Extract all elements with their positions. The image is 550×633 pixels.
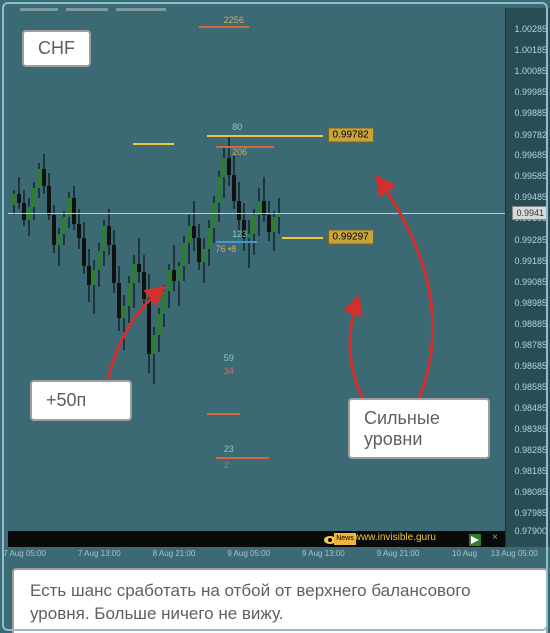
callout-box: Сильные уровни — [348, 398, 490, 459]
y-tick: 0.98385 — [514, 424, 547, 434]
indicator-label: 123 — [232, 229, 247, 239]
y-tick: 0.99585 — [514, 171, 547, 181]
range-strip — [116, 8, 166, 11]
x-tick: 9 Aug 21:00 — [377, 549, 420, 558]
indicator-label: 2 — [224, 460, 229, 470]
indicator-label: 76 •8 — [216, 244, 237, 254]
level-line — [207, 135, 323, 137]
level-line — [8, 213, 506, 214]
chart-footer-bar: News www.invisible.guru × — [8, 531, 506, 547]
chart-plot-area: 22568020612376 •85934232 0.997820.99297 … — [8, 8, 506, 547]
x-tick: 7 Aug 13:00 — [78, 549, 121, 558]
x-tick: 9 Aug 13:00 — [302, 549, 345, 558]
indicator-label: 2256 — [224, 15, 244, 25]
y-tick: 1.00285 — [514, 24, 547, 34]
y-tick: 0.98185 — [514, 466, 547, 476]
caption-box: Есть шанс сработать на отбой от верхнего… — [12, 568, 548, 633]
level-line — [199, 26, 249, 28]
flag-icon — [469, 533, 481, 545]
level-line — [207, 413, 240, 415]
y-tick: 0.97985 — [514, 508, 547, 518]
y-tick: 0.99685 — [514, 150, 547, 160]
x-tick: 8 Aug 21:00 — [153, 549, 196, 558]
news-badge: News — [334, 533, 356, 545]
y-tick: 0.98085 — [514, 487, 547, 497]
callout-box: +50п — [30, 380, 132, 421]
y-price-marker: 0.9941 — [512, 206, 548, 220]
x-tick: 10 Aug — [452, 549, 477, 558]
range-strip — [20, 8, 57, 11]
indicator-label: 206 — [232, 147, 247, 157]
x-tick: 9 Aug 05:00 — [227, 549, 270, 558]
chart-title-box: CHF — [22, 30, 91, 67]
x-axis: 7 Aug 05:007 Aug 13:008 Aug 21:009 Aug 0… — [8, 549, 506, 561]
footer-link[interactable]: www.invisible.guru — [354, 532, 436, 543]
y-tick: 0.99782 — [514, 130, 547, 140]
level-tag: 0.99782 — [328, 127, 374, 142]
level-line — [216, 241, 258, 243]
chart-screenshot: 22568020612376 •85934232 0.997820.99297 … — [0, 0, 550, 633]
y-tick: 0.98985 — [514, 298, 547, 308]
x-tick: 7 Aug 05:00 — [3, 549, 46, 558]
y-tick: 0.98285 — [514, 445, 547, 455]
y-tick: 0.98785 — [514, 340, 547, 350]
x-tick: 13 Aug 05:00 — [491, 549, 538, 558]
y-tick: 0.99085 — [514, 277, 547, 287]
level-line — [282, 237, 324, 239]
y-tick: 1.00185 — [514, 45, 547, 55]
indicator-label: 23 — [224, 444, 234, 454]
y-tick: 0.98885 — [514, 319, 547, 329]
indicator-label: 59 — [224, 353, 234, 363]
indicator-label: 34 — [224, 366, 234, 376]
y-tick: 0.98685 — [514, 361, 547, 371]
y-tick: 0.98585 — [514, 382, 547, 392]
level-tag: 0.99297 — [328, 229, 374, 244]
close-icon[interactable]: × — [492, 532, 498, 543]
y-tick: 0.99185 — [514, 256, 547, 266]
y-tick: 0.99885 — [514, 108, 547, 118]
y-axis: 1.00285 1.00185 1.00085 0.99985 0.99885 0.997… — [505, 8, 550, 547]
y-tick: 0.99285 — [514, 235, 547, 245]
y-tick: 1.00085 — [514, 66, 547, 76]
y-tick: 0.99485 — [514, 192, 547, 202]
y-tick: 0.98485 — [514, 403, 547, 413]
indicator-label: 80 — [232, 122, 242, 132]
y-tick: 0.99985 — [514, 87, 547, 97]
y-tick: 0.97900 — [514, 526, 547, 536]
level-line — [133, 143, 175, 145]
range-strip — [66, 8, 108, 11]
